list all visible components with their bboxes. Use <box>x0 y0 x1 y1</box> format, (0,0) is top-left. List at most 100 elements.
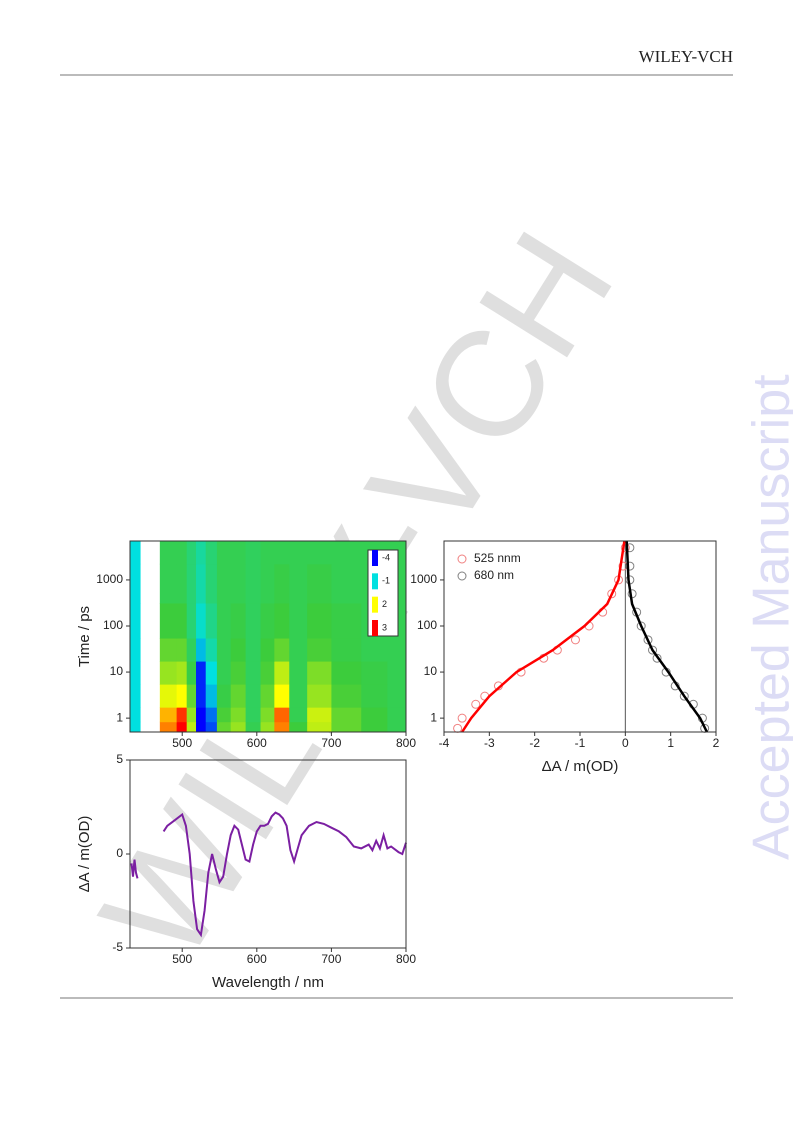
y-tick-label: 1 <box>430 710 437 724</box>
heatmap-cell <box>186 563 197 604</box>
x-axis-label: Wavelength / nm <box>212 974 324 991</box>
heatmap-cell <box>159 684 178 708</box>
heatmap-cell <box>159 638 178 662</box>
heatmap-cell <box>331 602 362 639</box>
heatmap-cell <box>307 638 332 662</box>
heatmap-cell <box>176 638 188 662</box>
x-tick-label: 2 <box>713 736 720 750</box>
legend-label: 680 nm <box>474 568 514 582</box>
x-tick-label: 0 <box>622 736 629 750</box>
heatmap-cell <box>230 541 247 565</box>
legend-marker <box>457 554 467 564</box>
heatmap-cell <box>307 661 332 685</box>
y-tick-label: 10 <box>424 664 438 678</box>
colorbar-label: -1 <box>382 576 390 586</box>
heatmap-cell <box>274 721 290 733</box>
heatmap-cell <box>186 707 197 723</box>
heatmap-cell <box>130 661 141 685</box>
x-tick-label: 800 <box>396 952 416 966</box>
heatmap-cell <box>230 638 247 662</box>
heatmap-cell <box>205 684 218 708</box>
heatmap-cell <box>205 721 218 733</box>
heatmap-cell <box>331 707 362 723</box>
fit-line <box>461 540 626 733</box>
heatmap-cell <box>196 541 207 565</box>
y-tick-label: 1 <box>116 710 123 724</box>
heatmap-cell <box>260 563 275 604</box>
heatmap-cell <box>260 638 275 662</box>
heatmap-cell <box>196 721 207 733</box>
heatmap-cell <box>289 602 308 639</box>
heatmap-cell <box>260 684 275 708</box>
heatmap-cell <box>274 563 290 604</box>
heatmap-cell <box>196 563 207 604</box>
heatmap-cell <box>260 661 275 685</box>
heatmap-cell <box>361 638 388 662</box>
data-point <box>643 635 653 645</box>
heatmap-cell <box>130 707 141 723</box>
heatmap-cell <box>289 721 308 733</box>
y-tick-label: 100 <box>103 618 123 632</box>
colorbar-label: -4 <box>382 552 390 562</box>
colorbar-swatch <box>372 620 378 636</box>
y-tick-label: 100 <box>417 618 437 632</box>
heatmap-cell <box>274 638 290 662</box>
heatmap-cell <box>159 602 178 639</box>
heatmap-cell <box>159 707 178 723</box>
colorbar-label: 3 <box>382 622 387 632</box>
x-tick-label: 700 <box>321 952 341 966</box>
heatmap-cell <box>361 661 388 685</box>
heatmap-cell <box>245 707 262 723</box>
heatmap-cell <box>331 563 362 604</box>
heatmap-cell <box>196 707 207 723</box>
heatmap-cell <box>245 638 262 662</box>
heatmap-cell <box>130 541 141 565</box>
x-tick-label: -4 <box>439 736 450 750</box>
heatmap-cell <box>289 707 308 723</box>
heatmap-cell <box>230 661 247 685</box>
x-tick-label: 600 <box>247 736 267 750</box>
heatmap-cell <box>196 602 207 639</box>
y-tick-label: 0 <box>116 846 123 860</box>
x-tick-label: 600 <box>247 952 267 966</box>
header-title: WILEY-VCH <box>639 47 733 66</box>
colorbar-swatch <box>372 550 378 566</box>
heatmap-cell <box>230 684 247 708</box>
heatmap-cell <box>274 661 290 685</box>
heatmap-cell <box>307 563 332 604</box>
data-point <box>457 713 467 723</box>
heatmap-cell <box>159 541 178 565</box>
heatmap-cell <box>331 638 362 662</box>
heatmap-cell <box>361 707 388 723</box>
heatmap-cell <box>245 684 262 708</box>
x-tick-label: 500 <box>172 952 192 966</box>
heatmap-cell <box>216 563 232 604</box>
heatmap-cell <box>176 541 188 565</box>
heatmap-cell <box>387 721 407 733</box>
heatmap-cell <box>260 707 275 723</box>
y-axis-label: Time / ps <box>76 606 93 667</box>
heatmap-cell <box>216 661 232 685</box>
heatmap-cell <box>307 721 332 733</box>
heatmap-cell <box>205 707 218 723</box>
x-tick-label: 700 <box>321 736 341 750</box>
colorbar-label: 2 <box>382 599 387 609</box>
data-point <box>453 723 463 733</box>
heatmap-cell <box>245 602 262 639</box>
heatmap-cell <box>230 563 247 604</box>
heatmap-cell <box>176 684 188 708</box>
plot-frame <box>129 540 407 733</box>
x-tick-label: 800 <box>396 736 416 750</box>
heatmap-cell <box>130 563 141 604</box>
heatmap-cell <box>245 661 262 685</box>
heatmap-cell <box>331 541 362 565</box>
heatmap-cell <box>176 602 188 639</box>
heatmap-cell <box>307 707 332 723</box>
y-tick-label: -5 <box>112 940 123 954</box>
heatmap-cell <box>331 661 362 685</box>
heatmap-cell <box>176 707 188 723</box>
heatmap-cell <box>230 721 247 733</box>
heatmap-cell <box>186 541 197 565</box>
